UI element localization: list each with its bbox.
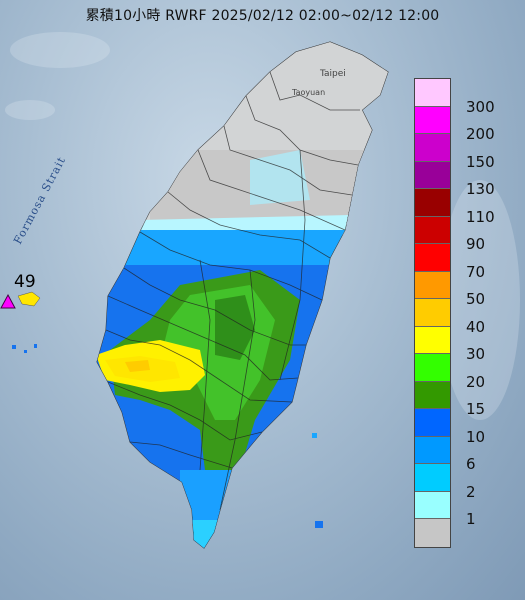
legend-label: 10 xyxy=(466,427,486,446)
legend-swatch xyxy=(415,299,450,327)
legend-label: 50 xyxy=(466,290,486,308)
legend-label: 1 xyxy=(466,510,476,528)
legend-swatch xyxy=(415,189,450,217)
legend-label: 2 xyxy=(466,482,476,501)
legend-label: 90 xyxy=(466,235,486,253)
legend-swatch xyxy=(415,106,450,134)
legend-swatch xyxy=(415,381,450,409)
legend-swatch xyxy=(415,326,450,354)
map-title: 累積10小時 RWRF 2025/02/12 02:00~02/12 12:00 xyxy=(85,8,440,24)
legend-swatch xyxy=(415,436,450,464)
legend-label: 30 xyxy=(466,345,486,363)
legend-swatch xyxy=(415,409,450,437)
legend-label: 300 xyxy=(466,97,495,116)
legend-swatch xyxy=(415,519,450,547)
legend-label: 20 xyxy=(466,372,486,391)
legend-swatch xyxy=(415,464,450,492)
legend-label: 130 xyxy=(466,180,495,198)
legend-swatch xyxy=(415,491,450,519)
legend-label: 150 xyxy=(466,152,495,171)
legend-swatch xyxy=(415,134,450,162)
legend-swatch xyxy=(415,79,450,107)
legend-swatch xyxy=(415,244,450,272)
legend-label: 70 xyxy=(466,262,486,281)
station-max-value: 49 xyxy=(14,272,36,292)
legend-swatch xyxy=(415,216,450,244)
legend-label: 110 xyxy=(466,207,495,226)
legend-label: 40 xyxy=(466,317,486,336)
taoyuan-label: Taoyuan xyxy=(291,88,325,97)
legend-swatch xyxy=(415,161,450,189)
legend-label: 6 xyxy=(466,455,476,473)
station-triangle-icon xyxy=(0,293,16,309)
legend-label: 15 xyxy=(466,400,486,418)
taipei-label: Taipei xyxy=(319,69,346,79)
legend-label: 200 xyxy=(466,125,495,143)
legend-swatch xyxy=(415,354,450,382)
legend-swatch xyxy=(415,271,450,299)
rainfall-color-legend xyxy=(414,78,451,548)
strait-label: Formosa Strait xyxy=(11,154,68,246)
